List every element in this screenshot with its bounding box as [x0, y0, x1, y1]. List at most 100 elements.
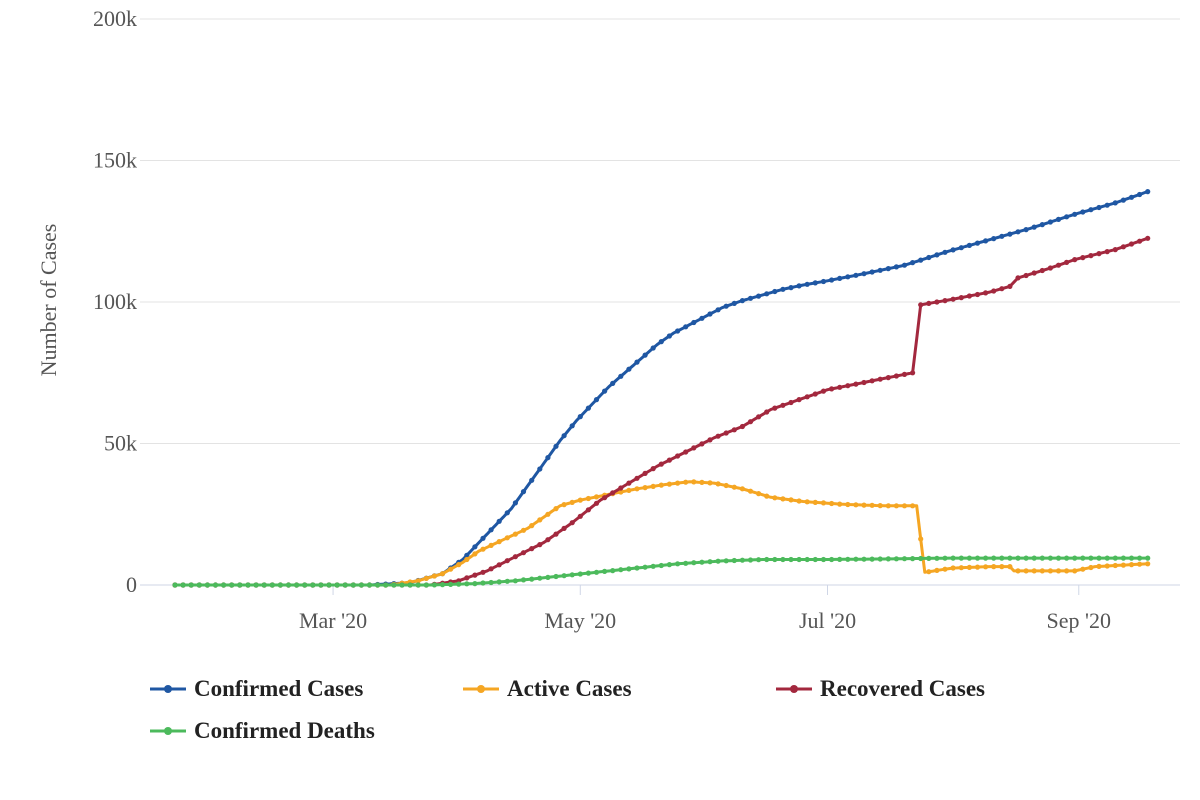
data-point	[1039, 568, 1045, 574]
data-point	[577, 414, 583, 420]
data-point	[1128, 241, 1135, 247]
data-point	[739, 557, 746, 563]
data-point	[602, 495, 608, 501]
data-point	[342, 582, 348, 588]
data-point	[950, 565, 956, 571]
data-point	[569, 572, 575, 578]
data-point	[893, 503, 900, 509]
data-point	[480, 569, 486, 575]
data-point	[561, 525, 567, 532]
legend-item-confirmed-cases[interactable]: Confirmed Cases	[150, 676, 363, 702]
data-point	[723, 430, 729, 436]
data-point	[983, 555, 989, 561]
data-point	[626, 366, 632, 372]
y-tick-label: 50k	[104, 431, 137, 456]
data-point	[1137, 561, 1143, 567]
data-point	[893, 373, 900, 379]
data-point	[577, 513, 583, 519]
data-point	[1104, 249, 1110, 255]
data-point	[804, 499, 810, 505]
data-point	[675, 480, 681, 486]
data-point	[285, 582, 292, 588]
data-point	[991, 564, 997, 570]
legend-item-recovered-cases[interactable]: Recovered Cases	[776, 676, 985, 702]
legend-item-confirmed-deaths[interactable]: Confirmed Deaths	[150, 718, 375, 744]
data-point	[1031, 224, 1037, 230]
data-point	[837, 275, 843, 281]
data-point	[1112, 555, 1118, 561]
data-point	[658, 562, 664, 569]
legend-label: Confirmed Cases	[194, 676, 364, 701]
data-point	[861, 556, 867, 562]
y-tick-label: 150k	[93, 148, 137, 173]
data-point	[229, 582, 235, 588]
data-point	[707, 559, 713, 565]
data-point	[877, 267, 883, 273]
series-lines	[172, 189, 1151, 588]
data-point	[537, 575, 543, 581]
data-point	[869, 556, 875, 562]
data-point	[1072, 555, 1078, 561]
data-point	[926, 254, 932, 261]
data-point	[545, 511, 551, 517]
data-point	[666, 562, 673, 568]
data-point	[593, 500, 600, 506]
data-point	[683, 449, 689, 455]
data-point	[942, 566, 948, 572]
data-point	[804, 281, 810, 287]
data-point	[1096, 563, 1102, 570]
legend-swatch-confirmed-deaths-icon	[150, 727, 186, 735]
data-point	[983, 564, 989, 570]
data-point	[310, 582, 316, 588]
data-point	[675, 561, 681, 567]
data-point	[829, 556, 835, 563]
data-point	[772, 495, 778, 501]
data-point	[294, 582, 300, 588]
data-point	[1080, 555, 1086, 561]
data-point	[1112, 247, 1118, 253]
data-point	[585, 495, 592, 502]
data-point	[253, 582, 259, 588]
data-point	[375, 582, 381, 588]
data-point	[812, 556, 818, 563]
data-point	[942, 298, 948, 304]
data-point	[504, 510, 510, 516]
data-point	[869, 378, 875, 384]
data-point	[731, 427, 737, 433]
data-point	[626, 480, 632, 486]
data-point	[658, 482, 664, 488]
series-active-cases	[172, 479, 1151, 588]
data-point	[950, 247, 956, 253]
data-point	[439, 582, 446, 588]
data-point	[496, 539, 502, 545]
data-point	[1145, 561, 1151, 567]
data-point	[820, 556, 827, 563]
legend-item-active-cases[interactable]: Active Cases	[463, 676, 632, 702]
data-point	[885, 375, 891, 381]
data-point	[1015, 275, 1021, 281]
data-point	[910, 260, 916, 266]
data-point	[1120, 197, 1126, 203]
data-point	[1055, 568, 1062, 574]
data-point	[1072, 568, 1078, 574]
series-confirmed-cases	[172, 189, 1151, 588]
data-point	[529, 546, 535, 552]
data-point	[820, 500, 827, 506]
data-point	[480, 580, 486, 586]
data-point	[1064, 555, 1070, 561]
data-point	[691, 319, 697, 326]
data-point	[699, 441, 705, 447]
data-point	[918, 257, 924, 263]
data-point	[634, 475, 640, 481]
data-point	[1112, 200, 1118, 206]
data-point	[642, 485, 648, 491]
data-point	[950, 296, 956, 302]
data-point	[634, 359, 640, 365]
data-point	[926, 555, 932, 562]
data-point	[610, 568, 616, 574]
data-point	[788, 399, 794, 406]
data-point	[1112, 562, 1118, 569]
data-point	[999, 233, 1005, 239]
data-point	[991, 288, 997, 294]
data-point	[358, 582, 364, 588]
